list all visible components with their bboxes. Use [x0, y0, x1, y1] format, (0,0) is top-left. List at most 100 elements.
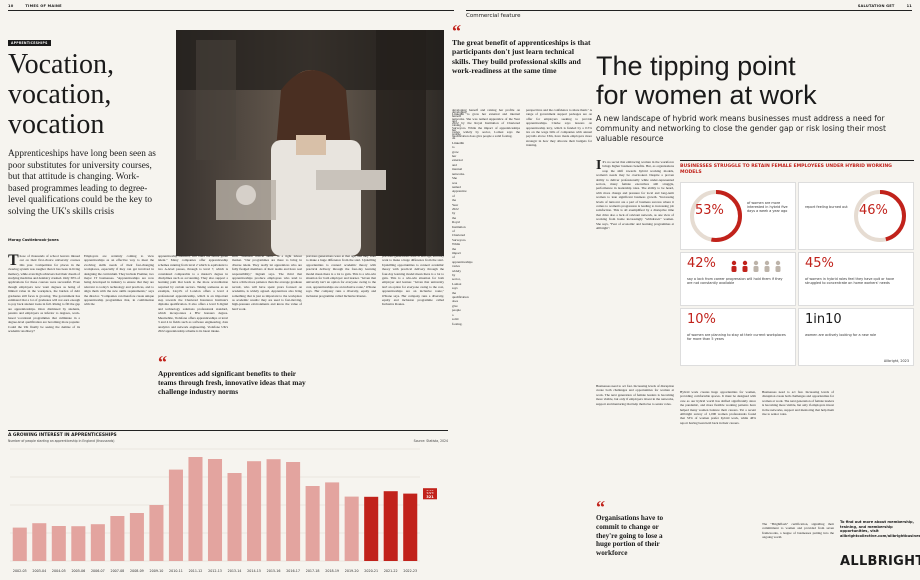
chart-x-tick: 2017-18 — [306, 569, 320, 573]
stat-label: of women are more interested in hybrid f… — [747, 201, 788, 214]
right-body-column-4: The "Brightflash" certification, signall… — [762, 522, 834, 540]
stat-label: of women are planning to stay at their c… — [687, 333, 786, 342]
byline: Morag Castlebrook-Jones — [8, 238, 59, 242]
chart-bar — [227, 473, 242, 562]
chart-x-tick: 2003-04 — [32, 569, 46, 573]
chart-x-tick: 2016-17 — [286, 569, 300, 573]
chart-plot-area: 2002-03 2003-04 2004-05 2005-06 2006-07 2007-… — [10, 448, 437, 573]
chart-bar — [266, 459, 281, 562]
title-line: vocation, — [8, 79, 112, 110]
chart-x-tick: 2020-21 — [364, 569, 378, 573]
title-line: for women at work — [596, 80, 817, 110]
chart-value-label: 321 — [426, 495, 434, 499]
stat-card-53: 53% of women are more interested in hybr… — [680, 182, 796, 250]
chart-bar — [344, 496, 359, 562]
chart-x-tick: 2015-16 — [267, 569, 281, 573]
chart-bar — [32, 523, 47, 562]
body-text: hose of thousands of school leavers miss… — [8, 254, 80, 333]
stat-label: say a lack from career progression will … — [687, 277, 783, 286]
chart-x-tick: 2008-09 — [130, 569, 144, 573]
chart-bar — [364, 496, 379, 562]
stat-value: 45% — [805, 256, 834, 271]
photo-illustration — [176, 30, 444, 256]
chart-bar — [90, 524, 105, 562]
person-icon — [764, 266, 770, 272]
chart-bar — [149, 505, 164, 562]
chart-x-tick: 2014-15 — [247, 569, 261, 573]
stat-label: of women in hybrid roles feel they have … — [805, 277, 895, 286]
right-body-column-1: I It's no secret that embracing women in … — [596, 160, 674, 380]
cta-text: To find out more about membership, train… — [840, 520, 920, 538]
chart-bar — [383, 491, 398, 562]
quote-text: The great benefit of apprenticeships is … — [452, 38, 591, 76]
chart-x-tick: 2022-23 — [403, 569, 417, 573]
chart-bar — [305, 486, 320, 562]
chart-x-tick: 2010-11 — [169, 569, 183, 573]
chart-bar — [188, 457, 203, 562]
chart-x-tick: 2002-03 — [13, 569, 27, 573]
chart-x-tick: 2005-06 — [71, 569, 85, 573]
page-number: 10 — [8, 4, 14, 8]
chart-value-tag — [423, 493, 437, 500]
article-standfirst: Apprenticeships have long been seen as p… — [8, 149, 156, 217]
body-column-5: previous generations were at that age, a… — [306, 254, 376, 298]
stat-label: women are actively looking for a new rol… — [805, 333, 877, 337]
quote-mark-icon: “ — [158, 352, 167, 372]
person-icon — [753, 266, 759, 272]
right-page-header: SALUTATION GET 11 Commercial feature — [466, 4, 912, 19]
chart-value-tag — [423, 490, 437, 497]
body-column-8: perspectives and the confidence to share… — [526, 108, 592, 148]
chart-x-tick: 2021-22 — [384, 569, 398, 573]
chart-x-tick: 2019-20 — [345, 569, 359, 573]
allbright-logo: ALLBRIGHT. — [840, 554, 920, 569]
person-icon — [764, 260, 770, 266]
chart-bar — [12, 527, 27, 562]
chart-x-tick: 2012-13 — [208, 569, 222, 573]
person-icon — [753, 260, 759, 266]
body-text: It's no secret that embracing women in t… — [596, 160, 674, 231]
stat-card-1in10: 1in10 women are actively looking for a n… — [798, 308, 914, 366]
title-line: vocation — [8, 109, 105, 140]
stat-value: 46% — [859, 203, 888, 218]
article-kicker: APPRENTICESHIPS — [8, 40, 51, 46]
stat-card-45: 45% of women in hybrid roles feel they h… — [798, 252, 914, 306]
chart-bar — [110, 516, 125, 562]
person-icon — [742, 266, 748, 272]
chart-x-tick: 2006-07 — [91, 569, 105, 573]
people-icon-row — [731, 260, 781, 272]
chart-subtitle: Number of people starting an apprentices… — [8, 439, 115, 443]
quote-mark-icon: “ — [596, 497, 605, 517]
apprenticeship-chart: A GROWING INTEREST IN APPRENTICESHIPS Nu… — [8, 430, 448, 578]
stat-card-10: 10% of women are planning to stay at the… — [680, 308, 796, 366]
body-column-4: such "business critical skills" in a tig… — [232, 254, 302, 311]
stat-card-42: 42% say a lack from career progression w… — [680, 252, 796, 306]
pull-quote-2: “ Apprentices add significant benefits t… — [158, 352, 306, 397]
drop-cap: T — [8, 254, 19, 269]
pull-quote-1: “ The great benefit of apprenticeships i… — [452, 21, 592, 76]
body-column-7: developing herself and raising her profi… — [452, 108, 520, 139]
quote-text: Apprentices add significant benefits to … — [158, 369, 306, 397]
page-number: 11 — [906, 4, 912, 8]
quote-text: Organisations have to commit to change o… — [596, 514, 664, 558]
chart-bar — [71, 526, 86, 562]
right-body-column-2: Hybrid work creates huge opportunities f… — [680, 390, 756, 425]
right-article-standfirst: A new landscape of hybrid work means bus… — [596, 114, 886, 143]
stat-card-46: 46% report feeling burned out — [798, 182, 914, 250]
left-page-header: 10 TIMES OF MAINE — [8, 4, 454, 11]
body-column-6: previous generations were at that age, a… — [382, 254, 444, 307]
chart-bar — [403, 493, 418, 562]
pull-quote-3: “ Organisations have to commit to change… — [596, 497, 676, 558]
right-body-column-1b: Businesses need to act fast. Increasing … — [596, 384, 674, 406]
stats-source: Allbright, 2023 — [883, 358, 909, 363]
person-icon — [775, 260, 781, 266]
chart-bar — [207, 459, 223, 562]
person-icon — [731, 260, 737, 266]
chart-x-tick: 2018-19 — [325, 569, 339, 573]
chart-bar — [168, 469, 183, 562]
stat-value: 53% — [695, 203, 724, 218]
stat-value: 1in10 — [805, 312, 842, 327]
article-title: Vocation, vocation, vocation — [8, 50, 158, 140]
stat-value: 42% — [687, 256, 716, 271]
quote-mark-icon: “ — [452, 21, 461, 41]
